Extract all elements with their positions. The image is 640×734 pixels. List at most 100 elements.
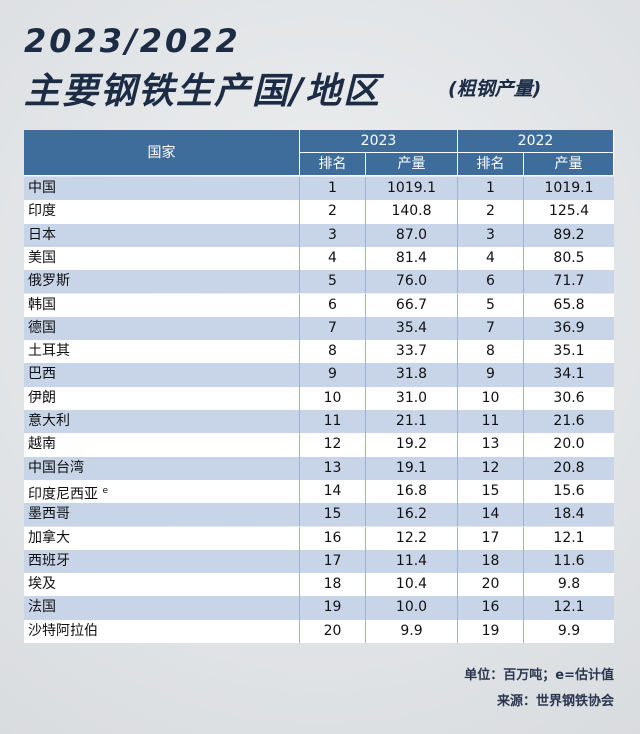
output: 35.1 (524, 340, 614, 364)
output: 21.6 (524, 410, 614, 434)
rank: 9 (300, 363, 366, 387)
rank: 3 (458, 223, 524, 247)
rank: 13 (300, 456, 366, 480)
rank: 16 (458, 596, 524, 620)
unit-note: 单位：百万吨；e=估计值 (464, 668, 614, 683)
rank: 9 (458, 363, 524, 387)
output: 10.4 (366, 573, 458, 597)
country: 美国 (24, 246, 300, 271)
rank: 1 (300, 177, 366, 201)
country-header: 国家 (24, 130, 300, 176)
output: 21.1 (366, 410, 458, 434)
rank: 15 (300, 503, 366, 527)
rank: 20 (458, 573, 524, 597)
output: 125.4 (524, 200, 614, 224)
rank: 5 (458, 293, 524, 317)
country: 巴西 (24, 363, 300, 387)
source-note: 来源：世界钢铁协会 (496, 694, 614, 709)
output: 30.6 (524, 386, 614, 410)
country: 印度尼西亚 e (24, 479, 300, 504)
output: 15.6 (524, 479, 614, 504)
output: 18.4 (524, 503, 614, 527)
rank: 7 (458, 316, 524, 341)
rank: 5 (300, 270, 366, 294)
rank: 15 (458, 479, 524, 504)
output: 11.4 (366, 549, 458, 574)
sub-header: 排名 (458, 153, 524, 176)
rank: 16 (300, 526, 366, 550)
output: 87.0 (366, 223, 458, 247)
output: 76.0 (366, 270, 458, 294)
rank: 4 (458, 246, 524, 271)
country: 韩国 (24, 293, 300, 317)
rank: 8 (458, 340, 524, 364)
rank: 12 (458, 456, 524, 480)
output: 9.8 (524, 573, 614, 597)
year-header: 2023 (300, 130, 458, 153)
output: 20.0 (524, 433, 614, 457)
output: 31.8 (366, 363, 458, 387)
output: 10.0 (366, 596, 458, 620)
rank: 2 (300, 200, 366, 224)
subtitle: (粗钢产量) (448, 78, 542, 100)
output: 11.6 (524, 549, 614, 574)
country: 伊朗 (24, 386, 300, 410)
output: 36.9 (524, 316, 614, 341)
country: 越南 (24, 433, 300, 457)
output: 33.7 (366, 340, 458, 364)
rank: 6 (300, 293, 366, 317)
country: 西班牙 (24, 549, 300, 574)
output: 12.2 (366, 526, 458, 550)
rank: 14 (458, 503, 524, 527)
output: 65.8 (524, 293, 614, 317)
output: 16.8 (366, 479, 458, 504)
country: 沙特阿拉伯 (24, 619, 300, 643)
output: 12.1 (524, 596, 614, 620)
rank: 4 (300, 246, 366, 271)
rank: 20 (300, 619, 366, 643)
rank: 14 (300, 479, 366, 504)
rank: 12 (300, 433, 366, 457)
rank: 19 (458, 619, 524, 643)
output: 34.1 (524, 363, 614, 387)
rank: 2 (458, 200, 524, 224)
output: 20.8 (524, 456, 614, 480)
rank: 1 (458, 177, 524, 201)
output: 1019.1 (366, 177, 458, 201)
output: 81.4 (366, 246, 458, 271)
country: 土耳其 (24, 340, 300, 364)
output: 140.8 (366, 200, 458, 224)
rank: 3 (300, 223, 366, 247)
sub-header: 排名 (300, 153, 366, 176)
rank: 13 (458, 433, 524, 457)
output: 16.2 (366, 503, 458, 527)
country: 加拿大 (24, 526, 300, 550)
title: 主要钢铁生产国/地区 (24, 71, 382, 112)
rank: 18 (300, 573, 366, 597)
rank: 19 (300, 596, 366, 620)
country: 俄罗斯 (24, 270, 300, 294)
year-title: 2023/2022 (24, 22, 241, 60)
output: 71.7 (524, 270, 614, 294)
rank: 10 (458, 386, 524, 410)
output: 89.2 (524, 223, 614, 247)
rank: 17 (458, 526, 524, 550)
country: 意大利 (24, 410, 300, 434)
country: 法国 (24, 596, 300, 620)
country: 埃及 (24, 573, 300, 597)
year-header: 2022 (458, 130, 614, 153)
output: 31.0 (366, 386, 458, 410)
output: 19.1 (366, 456, 458, 480)
rank: 17 (300, 549, 366, 574)
output: 9.9 (524, 619, 614, 643)
rank: 11 (458, 410, 524, 434)
country: 印度 (24, 200, 300, 224)
country: 中国 (24, 177, 300, 201)
rank: 18 (458, 549, 524, 574)
output: 35.4 (366, 316, 458, 341)
rank: 6 (458, 270, 524, 294)
output: 19.2 (366, 433, 458, 457)
output: 9.9 (366, 619, 458, 643)
output: 12.1 (524, 526, 614, 550)
